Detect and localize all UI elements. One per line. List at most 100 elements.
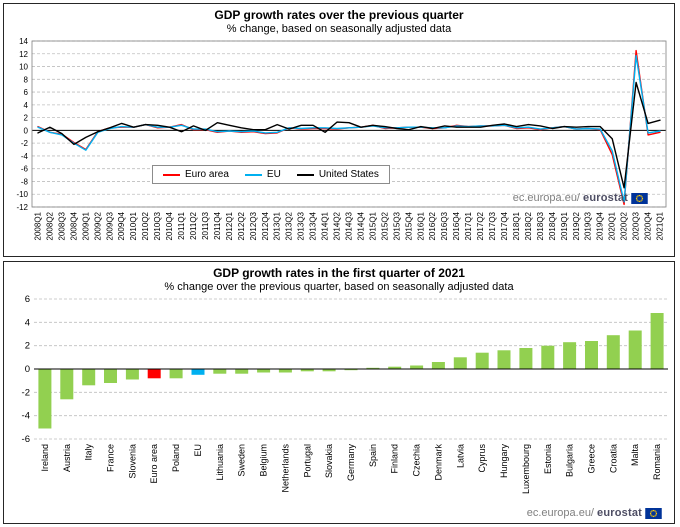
- x-axis-label: 2014Q1: [321, 211, 330, 240]
- plot-border: [31, 40, 667, 208]
- x-axis-label: Malta: [630, 444, 640, 466]
- x-axis-label: 2013Q1: [273, 211, 282, 240]
- legend-label-euro-area: Euro area: [185, 169, 229, 180]
- quarterly-chart-title: GDP growth rates over the previous quart…: [214, 8, 464, 22]
- x-axis-label: 2013Q4: [309, 211, 318, 240]
- x-axis-label: 2014Q3: [345, 211, 354, 240]
- x-axis-label: 2010Q3: [153, 211, 162, 240]
- x-axis-label: Slovakia: [324, 444, 334, 478]
- x-axis-label: Ireland: [40, 444, 50, 472]
- x-axis-label: 2016Q1: [416, 211, 425, 240]
- x-axis-label: 2014Q2: [333, 211, 342, 240]
- x-axis-label: Euro area: [149, 444, 159, 484]
- x-axis-label: 2013Q3: [297, 211, 306, 240]
- x-axis-label: Cyprus: [477, 444, 487, 473]
- x-axis-label: 2019Q1: [560, 211, 569, 240]
- bar: [278, 369, 292, 373]
- x-axis-label: 2013Q2: [285, 211, 294, 240]
- x-axis-label: 2010Q1: [129, 211, 138, 240]
- x-axis-label: EU: [193, 444, 203, 457]
- euro-area-line-swatch: [163, 173, 180, 176]
- quarterly-chart-subtitle: % change, based on seasonally adjusted d…: [226, 23, 452, 36]
- x-axis-label: Luxembourg: [521, 444, 531, 494]
- x-axis-label: 2018Q4: [548, 211, 557, 240]
- bar: [410, 365, 424, 369]
- x-axis-label: 2020Q1: [608, 211, 617, 240]
- x-axis-label: Belgium: [259, 444, 269, 477]
- x-axis-label: Bulgaria: [565, 444, 575, 477]
- x-axis-label: Netherlands: [280, 444, 290, 493]
- x-axis-label: Finland: [390, 444, 400, 474]
- x-axis-label: 2012Q2: [237, 211, 246, 240]
- x-axis-label: 2015Q4: [404, 211, 413, 240]
- bar: [519, 348, 533, 369]
- eu-flag-stars: [649, 509, 658, 517]
- x-axis-label: 2020Q2: [620, 211, 629, 240]
- x-axis-label: 2008Q3: [57, 211, 66, 240]
- bar: [628, 330, 642, 369]
- x-axis-label: 2021Q1: [656, 211, 665, 240]
- eurostat-watermark: ec.europa.eu/eurostat: [527, 507, 662, 519]
- x-axis-label: Croatia: [608, 444, 618, 473]
- x-axis-label: 2015Q1: [368, 211, 377, 240]
- y-tick-label: -2: [21, 139, 29, 148]
- x-axis-label: 2017Q3: [488, 211, 497, 240]
- x-axis-label: 2009Q3: [105, 211, 114, 240]
- x-axis-label: Italy: [84, 444, 94, 461]
- bar: [344, 369, 358, 371]
- y-tick-label: -4: [22, 411, 30, 422]
- legend-label-eu: EU: [266, 169, 281, 180]
- bar: [453, 357, 467, 369]
- y-tick-label: -6: [22, 434, 30, 445]
- quarterly-chart-panel: GDP growth rates over the previous quart…: [3, 3, 675, 257]
- bar: [147, 369, 161, 379]
- x-axis-label: 2019Q4: [596, 211, 605, 240]
- bar: [606, 335, 620, 369]
- bar: [300, 369, 314, 372]
- x-axis-label: Hungary: [499, 444, 509, 479]
- y-tick-label: 4: [25, 317, 30, 328]
- bar: [38, 369, 52, 429]
- q1-2021-chart-subtitle: % change over the previous quarter, base…: [164, 281, 514, 294]
- united-states-line-swatch: [296, 173, 314, 176]
- x-axis-label: 2009Q2: [93, 211, 102, 240]
- y-tick-label: -12: [16, 203, 28, 212]
- x-axis-label: Spain: [368, 444, 378, 467]
- y-tick-label: -2: [22, 387, 30, 398]
- x-axis-label: 2011Q4: [213, 211, 222, 239]
- x-axis-label: Latvia: [455, 444, 465, 468]
- bar: [497, 350, 511, 369]
- bar: [541, 345, 555, 369]
- x-axis-label: 2010Q4: [165, 211, 174, 240]
- x-axis-label: Austria: [62, 444, 72, 472]
- x-axis-label: 2008Q2: [45, 211, 54, 240]
- x-axis-label: 2018Q1: [512, 211, 521, 240]
- x-axis-label: 2017Q4: [500, 211, 509, 240]
- x-axis-label: 2009Q4: [117, 211, 126, 240]
- x-axis-label: 2016Q3: [440, 211, 449, 240]
- q1-2021-bar-chart-canvas: -6 -4 -2 0 2 4 6 Ireland Austria Italy France Slove…: [22, 295, 668, 494]
- eu-flag-field: [631, 192, 648, 204]
- eu-flag-field: [645, 507, 662, 519]
- y-tick-label: 6: [24, 88, 29, 97]
- y-tick-label: 2: [25, 341, 30, 352]
- y-tick-label: 12: [19, 50, 28, 59]
- y-tick-label: -4: [21, 152, 29, 161]
- x-axis-label: Sweden: [237, 444, 247, 477]
- x-axis-label: 2008Q4: [69, 211, 78, 240]
- x-axis-label: 2012Q1: [225, 211, 234, 240]
- y-tick-label: 14: [19, 37, 28, 46]
- x-axis-label: 2017Q1: [464, 211, 473, 240]
- chart-legend: Euro area EU United States: [152, 165, 390, 184]
- bar: [104, 369, 117, 383]
- eurostat-watermark: ec.europa.eu/eurostat: [513, 192, 648, 204]
- x-axis-label: Portugal: [302, 444, 312, 478]
- y-tick-label: 0: [25, 364, 30, 375]
- x-axis-label: 2020Q4: [644, 211, 653, 240]
- x-axis-label: Greece: [586, 444, 596, 474]
- x-axis-label: Slovenia: [127, 444, 137, 479]
- bar: [191, 369, 205, 375]
- x-axis-label: Poland: [171, 444, 181, 472]
- bar: [322, 369, 336, 372]
